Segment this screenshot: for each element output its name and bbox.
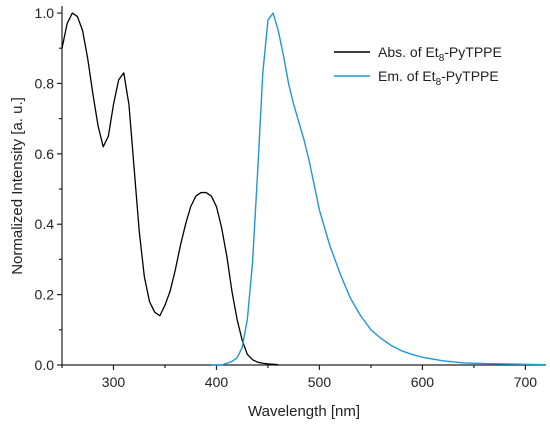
x-tick-label: 300 [102, 374, 126, 390]
x-axis-title: Wavelength [nm] [248, 403, 360, 420]
legend-label-1: Em. of Et8-PyTPPE [378, 68, 499, 88]
x-tick-label: 700 [514, 374, 538, 390]
y-tick-label: 1.0 [35, 5, 55, 21]
y-tick-label: 0.6 [35, 146, 55, 162]
series-line-0 [61, 12, 279, 366]
legend-label-0: Abs. of Et8-PyTPPE [378, 44, 502, 64]
y-tick-label: 0.2 [35, 287, 55, 303]
x-tick-label: 500 [308, 374, 332, 390]
series-layer [61, 12, 547, 366]
x-tick-label: 400 [205, 374, 229, 390]
x-tick-label: 600 [411, 374, 435, 390]
plot-frame [61, 6, 546, 366]
series-line-1 [211, 12, 547, 366]
y-tick-label: 0.0 [35, 357, 55, 373]
y-ticks: 0.0 0.2 0.4 0.6 0.8 1.0 [35, 5, 62, 373]
y-tick-label: 0.8 [35, 75, 55, 91]
x-ticks: 300 400 500 600 700 [61, 365, 538, 390]
y-axis-title: Normalized Intensity [a. u.] [9, 97, 26, 275]
legend: Abs. of Et8-PyTPPE Em. of Et8-PyTPPE [334, 44, 502, 88]
y-tick-label: 0.4 [35, 216, 55, 232]
